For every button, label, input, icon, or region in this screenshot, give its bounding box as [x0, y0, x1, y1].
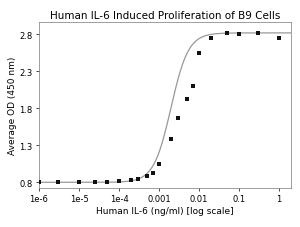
Point	[224, 32, 229, 36]
Point	[56, 180, 61, 184]
Point	[129, 178, 134, 182]
Point	[145, 175, 149, 178]
X-axis label: Human IL-6 (ng/ml) [log scale]: Human IL-6 (ng/ml) [log scale]	[96, 206, 234, 215]
Point	[277, 37, 281, 41]
Point	[237, 33, 242, 37]
Point	[196, 52, 201, 55]
Point	[256, 32, 260, 36]
Point	[190, 85, 195, 89]
Point	[184, 97, 189, 101]
Title: Human IL-6 Induced Proliferation of B9 Cells: Human IL-6 Induced Proliferation of B9 C…	[50, 11, 280, 20]
Point	[117, 179, 122, 183]
Point	[136, 177, 140, 181]
Point	[92, 180, 97, 184]
Point	[37, 181, 41, 184]
Point	[208, 37, 213, 41]
Point	[176, 117, 181, 120]
Point	[150, 171, 155, 175]
Y-axis label: Average OD (450 nm): Average OD (450 nm)	[8, 57, 17, 155]
Point	[157, 162, 161, 166]
Point	[104, 180, 109, 184]
Point	[169, 138, 173, 142]
Point	[76, 180, 81, 184]
